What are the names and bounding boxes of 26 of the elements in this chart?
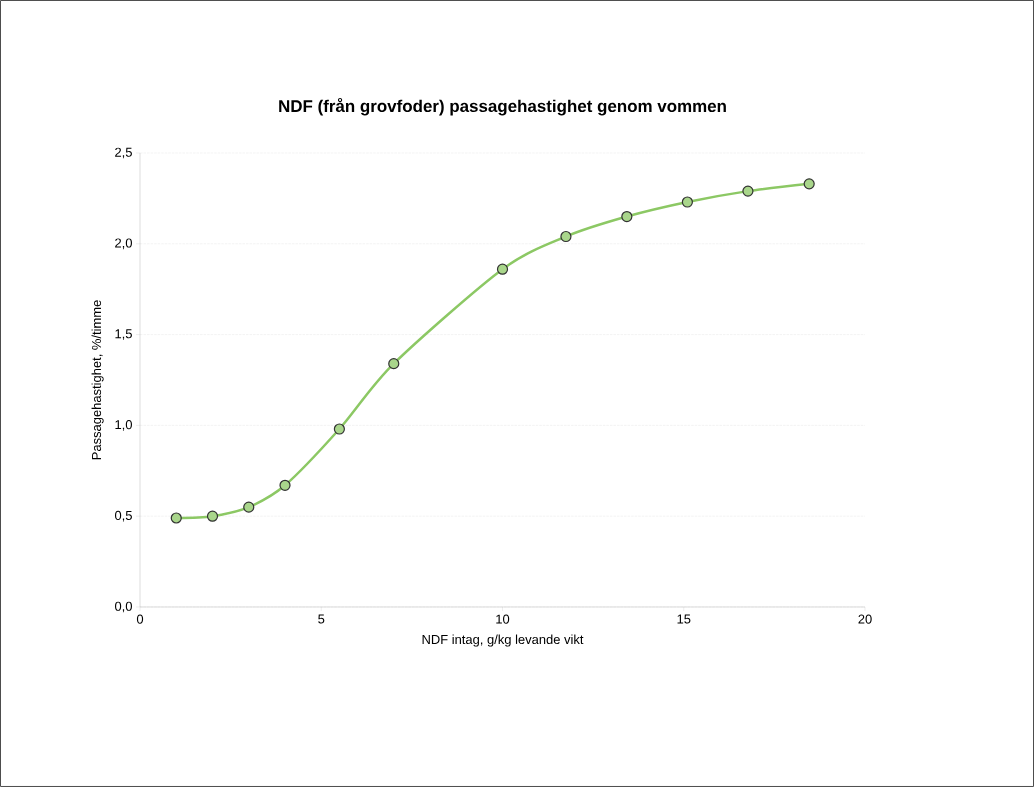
x-axis-title: NDF intag, g/kg levande vikt [422,634,584,647]
y-tick-label: 2,0 [115,238,132,250]
y-tick-label: 1,0 [115,420,132,431]
point [681,196,693,208]
x-tick-label: 15 [677,614,691,624]
y-tick-label: 2,5 [115,147,132,159]
point [279,479,291,491]
point [243,501,255,513]
chart-title: NDF (från grovfoder) passagehastighet genom vommen [279,97,726,116]
x-tick-label: 0 [136,614,144,624]
point [496,263,509,275]
point [621,210,633,223]
y-tick-label: 1,5 [115,329,132,340]
point [803,178,815,190]
point [388,358,400,370]
y-tick-label: 0,5 [114,510,132,522]
point [742,185,754,197]
point [333,423,345,435]
point [206,510,219,522]
y-axis-title: Passagehastighet, %/timme [91,300,104,460]
x-tick-label: 20 [858,614,872,624]
point [560,230,572,243]
point [170,512,182,524]
x-tick-label: 10 [496,614,510,624]
y-tick-label: 0,0 [114,601,132,613]
x-tick-label: 5 [318,614,325,624]
